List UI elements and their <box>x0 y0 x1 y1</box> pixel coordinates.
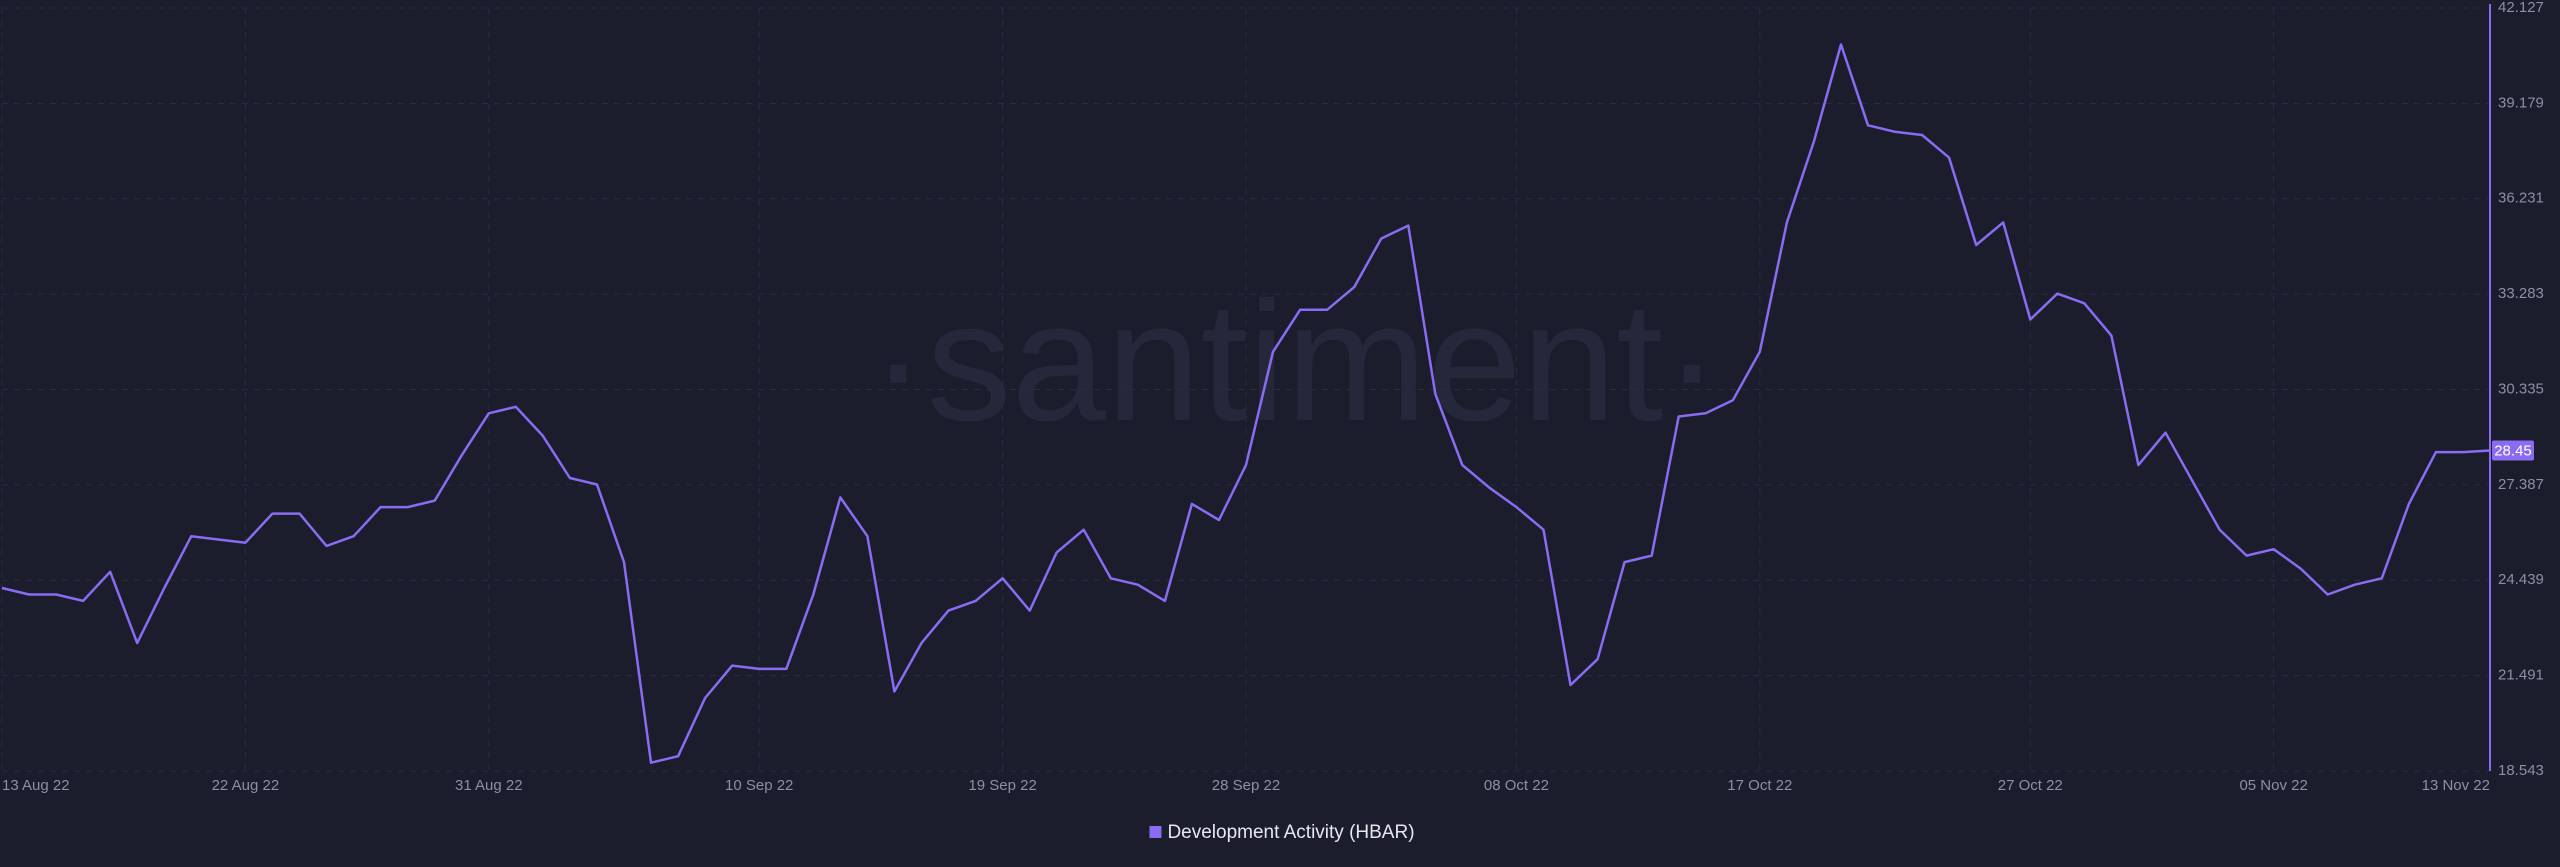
current-value-badge <box>2492 440 2534 461</box>
y-tick-label: 24.439 <box>2498 571 2544 588</box>
current-value-label: 28.45 <box>2494 442 2532 459</box>
y-tick-label: 36.231 <box>2498 190 2544 207</box>
x-tick-label: 27 Oct 22 <box>1998 777 2063 794</box>
y-tick-label: 30.335 <box>2498 380 2544 397</box>
x-tick-label: 31 Aug 22 <box>455 777 523 794</box>
legend-swatch <box>1149 826 1162 838</box>
y-tick-label: 27.387 <box>2498 476 2544 493</box>
watermark: ·santiment· <box>870 267 1720 457</box>
x-tick-label: 19 Sep 22 <box>968 777 1036 794</box>
y-tick-label: 33.283 <box>2498 285 2544 302</box>
x-tick-label: 17 Oct 22 <box>1727 777 1792 794</box>
x-tick-label: 22 Aug 22 <box>212 777 280 794</box>
legend-label: Development Activity (HBAR) <box>1167 822 1414 843</box>
y-tick-label: 39.179 <box>2498 94 2544 111</box>
y-tick-label: 21.491 <box>2498 667 2544 684</box>
x-tick-label: 28 Sep 22 <box>1212 777 1280 794</box>
x-tick-label: 08 Oct 22 <box>1484 777 1549 794</box>
x-tick-label: 05 Nov 22 <box>2239 777 2307 794</box>
x-tick-label: 13 Aug 22 <box>2 777 70 794</box>
data-line <box>1 43 2491 764</box>
x-tick-label: 10 Sep 22 <box>725 777 793 794</box>
x-tick-label: 13 Nov 22 <box>2422 777 2490 794</box>
y-tick-label: 42.127 <box>2498 0 2544 16</box>
y-tick-label: 18.543 <box>2498 762 2544 779</box>
